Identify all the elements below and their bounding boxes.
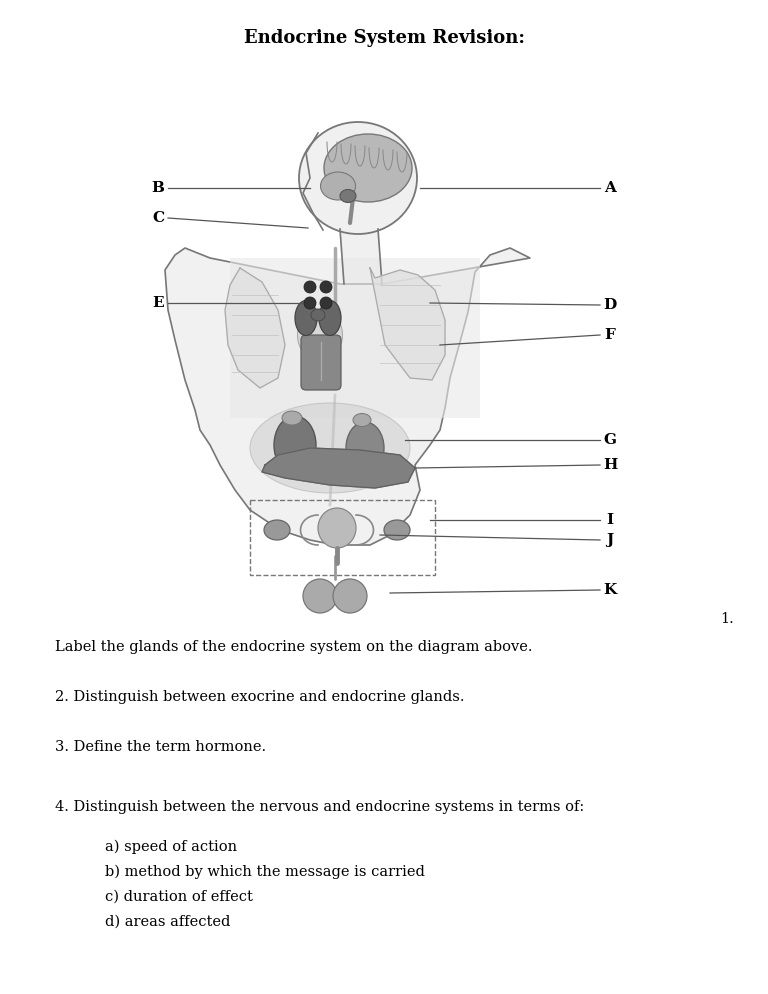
Text: 4. Distinguish between the nervous and endocrine systems in terms of:: 4. Distinguish between the nervous and e… xyxy=(55,800,584,814)
Ellipse shape xyxy=(353,414,371,426)
Ellipse shape xyxy=(318,508,356,548)
FancyBboxPatch shape xyxy=(230,258,480,418)
Ellipse shape xyxy=(311,309,325,321)
Ellipse shape xyxy=(384,520,410,540)
Text: d) areas affected: d) areas affected xyxy=(105,915,230,929)
Text: 3. Define the term hormone.: 3. Define the term hormone. xyxy=(55,740,266,754)
Text: c) duration of effect: c) duration of effect xyxy=(105,890,253,904)
Text: a) speed of action: a) speed of action xyxy=(105,840,237,855)
Text: E: E xyxy=(152,296,164,310)
Polygon shape xyxy=(262,448,415,488)
Ellipse shape xyxy=(264,520,290,540)
Circle shape xyxy=(303,579,337,613)
Text: K: K xyxy=(604,583,617,597)
Circle shape xyxy=(304,281,316,293)
Text: 2. Distinguish between exocrine and endocrine glands.: 2. Distinguish between exocrine and endo… xyxy=(55,690,465,704)
Ellipse shape xyxy=(274,416,316,474)
Ellipse shape xyxy=(250,403,410,493)
Text: 1.: 1. xyxy=(720,612,733,626)
Ellipse shape xyxy=(340,190,356,203)
Circle shape xyxy=(320,281,332,293)
Ellipse shape xyxy=(319,300,341,336)
Polygon shape xyxy=(340,229,382,284)
Ellipse shape xyxy=(299,122,417,234)
Polygon shape xyxy=(165,248,530,545)
Text: C: C xyxy=(152,211,164,225)
Ellipse shape xyxy=(324,134,412,202)
Text: D: D xyxy=(604,298,617,312)
Text: J: J xyxy=(607,533,614,547)
Text: A: A xyxy=(604,181,616,195)
Text: H: H xyxy=(603,458,617,472)
Polygon shape xyxy=(225,268,285,388)
Text: b) method by which the message is carried: b) method by which the message is carrie… xyxy=(105,865,425,880)
Text: Endocrine System Revision:: Endocrine System Revision: xyxy=(243,29,525,47)
Text: Label the glands of the endocrine system on the diagram above.: Label the glands of the endocrine system… xyxy=(55,640,532,654)
Circle shape xyxy=(333,579,367,613)
Polygon shape xyxy=(370,268,445,380)
Circle shape xyxy=(320,297,332,309)
Text: F: F xyxy=(604,328,615,342)
Ellipse shape xyxy=(297,309,343,361)
Text: B: B xyxy=(151,181,164,195)
Ellipse shape xyxy=(295,300,317,336)
Ellipse shape xyxy=(320,172,356,200)
Text: I: I xyxy=(607,513,614,527)
Circle shape xyxy=(304,297,316,309)
Text: G: G xyxy=(604,433,617,447)
FancyBboxPatch shape xyxy=(301,335,341,390)
Ellipse shape xyxy=(282,411,302,425)
Ellipse shape xyxy=(346,422,384,474)
